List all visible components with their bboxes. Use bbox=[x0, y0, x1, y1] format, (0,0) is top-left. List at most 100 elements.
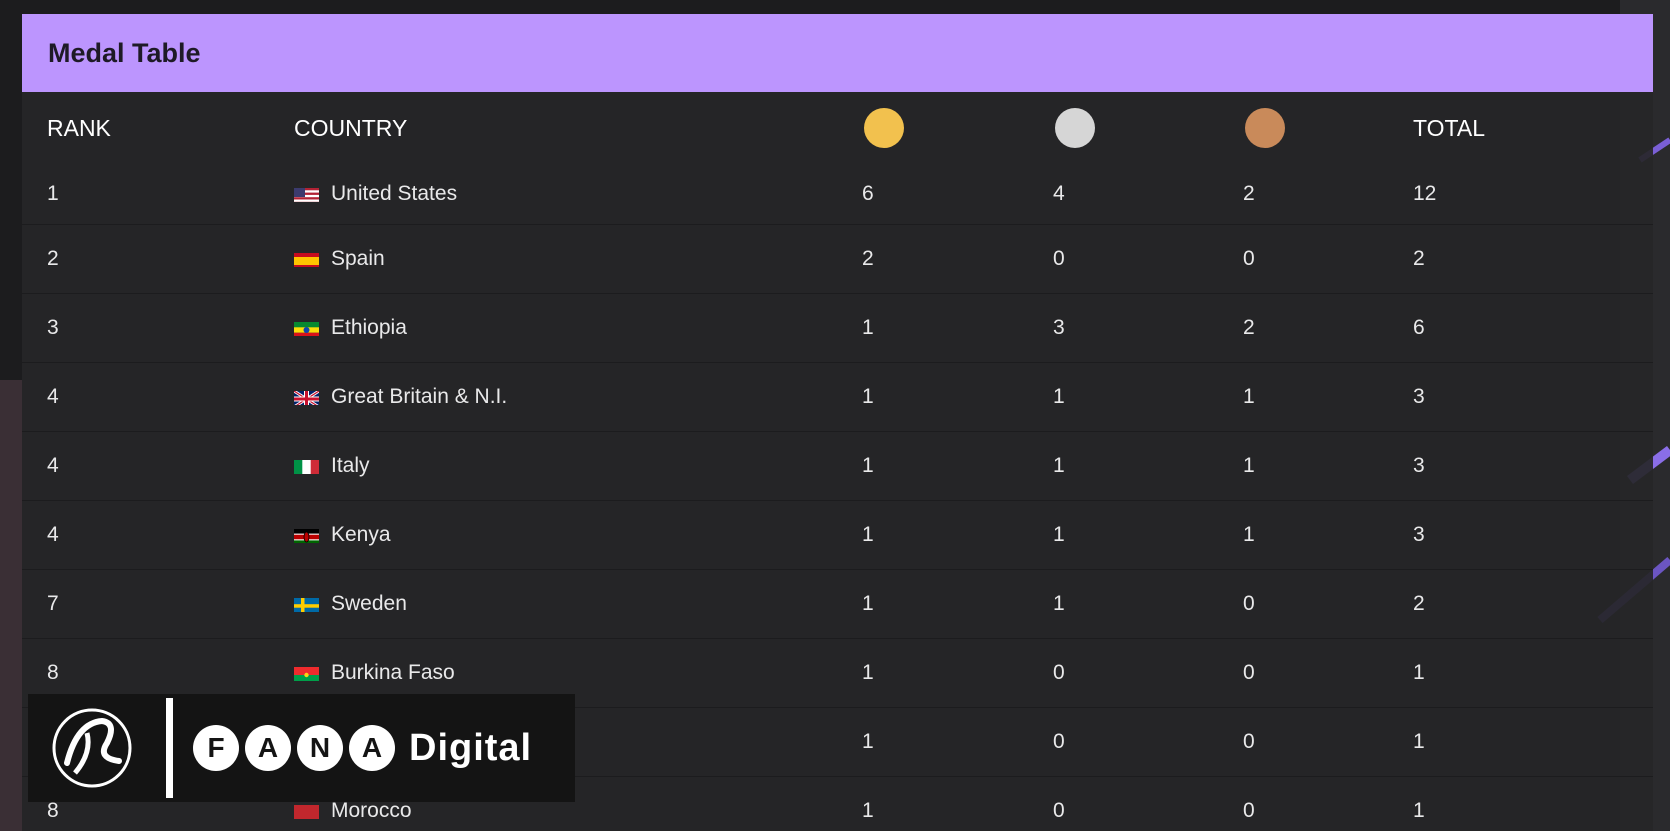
table-body: 1 United States 6 4 2 1 2 2 Spain 2 0 0 2 3 Ethiopia 1 3… bbox=[22, 164, 1653, 831]
silver-medal-icon bbox=[1055, 108, 1095, 148]
bronze-count-cell: 0 bbox=[1223, 777, 1255, 831]
rank-cell-value: 4 bbox=[47, 454, 59, 477]
italy-flag-icon bbox=[294, 458, 319, 474]
table-row: 4 Italy 1 1 1 3 bbox=[22, 432, 1653, 501]
silver-count-cell-value: 0 bbox=[1053, 730, 1065, 753]
silver-count-cell: 0 bbox=[1033, 777, 1065, 831]
total-count-cell: 1 bbox=[1413, 639, 1425, 707]
rank-cell-value: 8 bbox=[47, 799, 59, 822]
fana-logo-icon bbox=[28, 694, 156, 802]
silver-count-cell-value: 0 bbox=[1053, 799, 1065, 822]
table-row: 7 Sweden 1 1 0 2 bbox=[22, 570, 1653, 639]
gold-count-cell-value: 2 bbox=[862, 247, 874, 270]
bronze-medal-icon bbox=[1245, 108, 1285, 148]
country-name: United States bbox=[331, 182, 458, 205]
gold-count-cell: 1 bbox=[842, 777, 874, 831]
total-count-cell: 3 bbox=[1413, 363, 1425, 431]
total-count-cell-value: 2 bbox=[1413, 247, 1425, 270]
table-row: 3 Ethiopia 1 3 2 6 bbox=[22, 294, 1653, 363]
silver-count-cell: 1 bbox=[1033, 363, 1065, 431]
total-count-cell: 6 bbox=[1413, 294, 1425, 362]
watermark-letter: A bbox=[349, 725, 395, 771]
total-count-cell-value: 3 bbox=[1413, 385, 1425, 408]
silver-count-cell: 1 bbox=[1033, 570, 1065, 638]
bronze-count-cell-value: 0 bbox=[1243, 799, 1255, 822]
country-name: Kenya bbox=[331, 523, 391, 546]
total-count-cell-value: 2 bbox=[1413, 592, 1425, 615]
bronze-count-cell: 2 bbox=[1223, 164, 1255, 224]
table-header-row: RANK COUNTRY TOTAL bbox=[22, 92, 1653, 164]
rank-cell-value: 1 bbox=[47, 182, 59, 205]
country-name: Burkina Faso bbox=[331, 661, 455, 684]
gold-count-cell: 1 bbox=[842, 708, 874, 776]
country-name: Sweden bbox=[331, 592, 407, 615]
gold-count-cell-value: 1 bbox=[862, 316, 874, 339]
total-count-cell: 3 bbox=[1413, 501, 1425, 569]
spain-flag-icon bbox=[294, 251, 319, 267]
watermark-letter: N bbox=[297, 725, 343, 771]
silver-count-cell-value: 1 bbox=[1053, 523, 1065, 546]
bronze-count-cell: 0 bbox=[1223, 570, 1255, 638]
country-cell: Spain bbox=[294, 225, 385, 293]
gold-count-cell: 1 bbox=[842, 363, 874, 431]
watermark-divider bbox=[166, 698, 173, 798]
table-row: 8 Burkina Faso 1 0 0 1 bbox=[22, 639, 1653, 708]
rank-cell-value: 2 bbox=[47, 247, 59, 270]
bronze-count-cell: 1 bbox=[1223, 432, 1255, 500]
kenya-flag-icon bbox=[294, 527, 319, 543]
rank-cell: 8 bbox=[47, 777, 59, 831]
country-cell: Great Britain & N.I. bbox=[294, 363, 507, 431]
total-count-cell: 1 bbox=[1413, 708, 1425, 776]
table-row: 4 Kenya 1 1 1 3 bbox=[22, 501, 1653, 570]
rank-cell: 1 bbox=[47, 164, 59, 224]
silver-count-cell-value: 0 bbox=[1053, 661, 1065, 684]
bronze-count-cell-value: 1 bbox=[1243, 523, 1255, 546]
total-count-cell-value: 1 bbox=[1413, 799, 1425, 822]
silver-count-cell-value: 1 bbox=[1053, 385, 1065, 408]
silver-count-cell-value: 1 bbox=[1053, 592, 1065, 615]
burkina-faso-flag-icon bbox=[294, 665, 319, 681]
bronze-count-cell: 1 bbox=[1223, 501, 1255, 569]
panel-title: Medal Table bbox=[22, 14, 1653, 92]
total-count-cell-value: 3 bbox=[1413, 454, 1425, 477]
gold-count-cell-value: 1 bbox=[862, 730, 874, 753]
morocco-flag-icon bbox=[294, 803, 319, 819]
watermark-letters: F A N A bbox=[193, 725, 395, 771]
bronze-count-cell-value: 2 bbox=[1243, 182, 1255, 205]
silver-count-cell: 4 bbox=[1033, 164, 1065, 224]
total-count-cell: 1 bbox=[1413, 777, 1425, 831]
rank-cell-value: 8 bbox=[47, 661, 59, 684]
silver-count-cell: 0 bbox=[1033, 225, 1065, 293]
table-row: 2 Spain 2 0 0 2 bbox=[22, 225, 1653, 294]
ethiopia-flag-icon bbox=[294, 320, 319, 336]
bronze-count-cell-value: 1 bbox=[1243, 385, 1255, 408]
bronze-count-cell: 0 bbox=[1223, 639, 1255, 707]
bronze-count-cell-value: 0 bbox=[1243, 661, 1255, 684]
gold-count-cell: 1 bbox=[842, 639, 874, 707]
bronze-count-cell-value: 0 bbox=[1243, 592, 1255, 615]
total-count-cell-value: 1 bbox=[1413, 730, 1425, 753]
bronze-count-cell: 0 bbox=[1223, 225, 1255, 293]
gold-count-cell-value: 1 bbox=[862, 592, 874, 615]
bronze-count-cell: 1 bbox=[1223, 363, 1255, 431]
rank-cell-value: 3 bbox=[47, 316, 59, 339]
bronze-count-cell-value: 2 bbox=[1243, 316, 1255, 339]
country-name: Ethiopia bbox=[331, 316, 407, 339]
bronze-count-cell: 0 bbox=[1223, 708, 1255, 776]
watermark-word: Digital bbox=[409, 726, 533, 769]
rank-cell: 4 bbox=[47, 363, 59, 431]
total-column-header: TOTAL bbox=[1413, 114, 1485, 141]
bronze-count-cell-value: 1 bbox=[1243, 454, 1255, 477]
gold-count-cell-value: 1 bbox=[862, 454, 874, 477]
rank-cell: 4 bbox=[47, 501, 59, 569]
silver-count-cell: 1 bbox=[1033, 501, 1065, 569]
gold-count-cell: 1 bbox=[842, 432, 874, 500]
fana-digital-watermark: F A N A Digital bbox=[28, 694, 575, 802]
country-cell: Ethiopia bbox=[294, 294, 407, 362]
rank-cell-value: 7 bbox=[47, 592, 59, 615]
total-count-cell: 3 bbox=[1413, 432, 1425, 500]
rank-cell-value: 4 bbox=[47, 523, 59, 546]
table-row: 4 Great Britain & N.I. 1 1 1 3 bbox=[22, 363, 1653, 432]
rank-cell: 3 bbox=[47, 294, 59, 362]
rank-cell: 2 bbox=[47, 225, 59, 293]
